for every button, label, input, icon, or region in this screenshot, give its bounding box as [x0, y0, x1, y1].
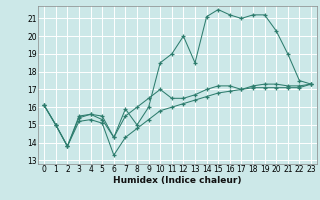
X-axis label: Humidex (Indice chaleur): Humidex (Indice chaleur): [113, 176, 242, 185]
